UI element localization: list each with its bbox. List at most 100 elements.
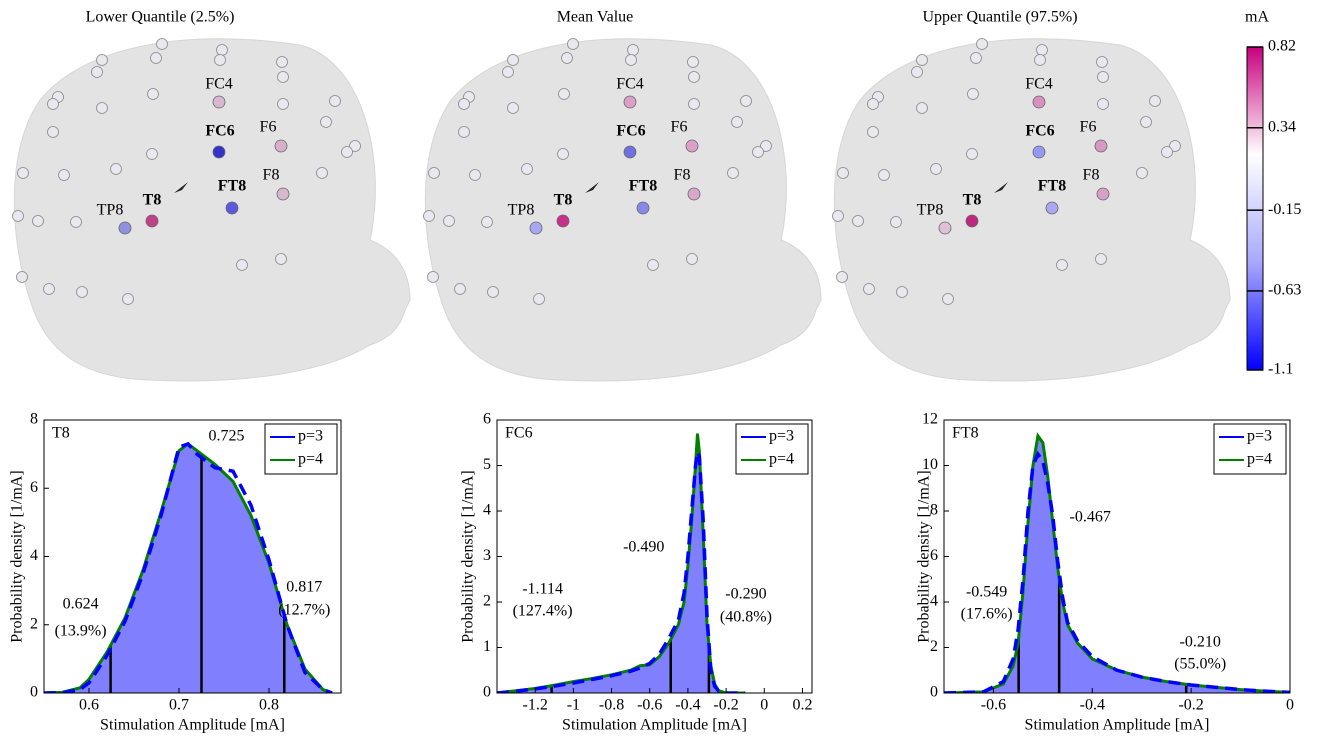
- electrode: [740, 95, 752, 107]
- head: [424, 38, 822, 382]
- electrode: [16, 271, 28, 283]
- electrode-label: F8: [263, 167, 280, 184]
- y-tick-label: 8: [30, 411, 38, 428]
- electrode: [1036, 44, 1048, 56]
- x-tick-label: 0: [1286, 697, 1294, 714]
- x-tick-label: -0.6: [981, 697, 1006, 714]
- electrode-label: F6: [260, 119, 277, 136]
- y-tick-label: 5: [483, 456, 491, 473]
- electrode: [916, 54, 928, 66]
- electrode: [867, 126, 879, 138]
- electrode: [225, 201, 239, 215]
- electrode-label: F8: [1083, 167, 1100, 184]
- electrode: [727, 167, 739, 179]
- electrode-label: F8: [674, 167, 691, 184]
- quantile-share: (127.4%): [513, 603, 573, 620]
- electrode: [1034, 54, 1046, 66]
- electrode: [521, 163, 533, 175]
- head-title: Mean Value: [557, 9, 634, 26]
- density-line: [944, 450, 1290, 693]
- electrode: [967, 88, 979, 100]
- electrode: [110, 163, 122, 175]
- y-tick-label: 6: [30, 479, 38, 496]
- electrode: [1032, 95, 1046, 109]
- electrode: [760, 140, 772, 152]
- electrode: [938, 221, 952, 235]
- electrode-label: FC4: [616, 76, 644, 93]
- electrode: [91, 66, 103, 78]
- electrode-label: TP8: [917, 202, 944, 219]
- electrode: [867, 98, 879, 110]
- x-tick-label: 0.8: [259, 697, 279, 714]
- electrode: [12, 210, 24, 222]
- electrode: [146, 148, 158, 160]
- x-tick-label: -1.2: [523, 697, 548, 714]
- electrode: [852, 215, 864, 227]
- nose-pointer: [174, 182, 188, 193]
- electrode: [150, 52, 162, 64]
- plot-area: [944, 432, 1290, 693]
- electrode: [1045, 201, 1059, 215]
- electrode: [686, 253, 698, 265]
- electrode: [212, 95, 226, 109]
- head-title: Upper Quantile (97.5%): [922, 9, 1077, 26]
- x-tick-label: 0.2: [792, 697, 812, 714]
- legend-label: p=4: [298, 451, 323, 468]
- electrode: [214, 54, 226, 66]
- electrode: [17, 167, 29, 179]
- colorbar-unit: mA: [1245, 9, 1269, 26]
- electrode: [481, 216, 493, 228]
- electrode: [1169, 140, 1181, 152]
- x-tick-label: 0: [760, 697, 768, 714]
- electrode: [556, 214, 570, 228]
- electrode: [507, 102, 519, 114]
- quantile-label: -0.210: [1180, 634, 1221, 651]
- legend-box: [1213, 423, 1287, 475]
- head: [13, 38, 411, 382]
- electrode: [145, 214, 159, 228]
- electrode: [890, 216, 902, 228]
- head-panel: FC4 FC6 F6 F8 T8 FT8 TP8: [832, 38, 1231, 382]
- electrode: [863, 283, 875, 295]
- electrode: [1149, 95, 1161, 107]
- electrode: [96, 102, 108, 114]
- quantile-label: -0.490: [623, 539, 664, 556]
- electrode: [1094, 139, 1108, 153]
- electrode: [487, 286, 499, 298]
- y-tick-label: 4: [30, 547, 38, 564]
- quantile-label: 0.624: [63, 596, 99, 613]
- x-tick-label: -0.8: [599, 697, 624, 714]
- quantile-share: (40.8%): [720, 609, 772, 626]
- electrode: [277, 98, 289, 110]
- electrode: [1140, 116, 1152, 128]
- x-tick-label: -0.4: [1080, 697, 1105, 714]
- y-tick-label: 2: [930, 638, 938, 655]
- electrode: [458, 98, 470, 110]
- electrode: [469, 169, 481, 181]
- electrode: [329, 95, 341, 107]
- legend-label: p=3: [298, 428, 323, 445]
- electrode-label: FT8: [218, 178, 246, 195]
- quantile-label: -0.467: [1070, 509, 1111, 526]
- quantile-label: -0.290: [725, 586, 766, 603]
- x-tick-label: -0.2: [1178, 697, 1203, 714]
- y-tick-label: 1: [483, 638, 491, 655]
- electrode: [533, 293, 545, 305]
- electrode-label: TP8: [508, 202, 535, 219]
- electrode: [930, 163, 942, 175]
- electrode: [561, 52, 573, 64]
- y-tick-label: 2: [30, 615, 38, 632]
- quantile-share: (13.9%): [55, 623, 107, 640]
- electrode: [688, 98, 700, 110]
- electrode: [896, 286, 908, 298]
- electrode: [970, 52, 982, 64]
- electrode-label: FC6: [616, 123, 645, 140]
- y-tick-label: 6: [930, 547, 938, 564]
- head-panel: FC4 FC6 F6 F8 T8 FT8 TP8: [12, 38, 411, 382]
- density-area: [44, 443, 332, 693]
- nose-pointer: [994, 182, 1008, 193]
- density-line: [497, 445, 746, 693]
- colorbar-tick-label: -0.15: [1268, 201, 1301, 218]
- y-tick-label: 3: [483, 547, 491, 564]
- quantile-share: (17.6%): [961, 606, 1013, 623]
